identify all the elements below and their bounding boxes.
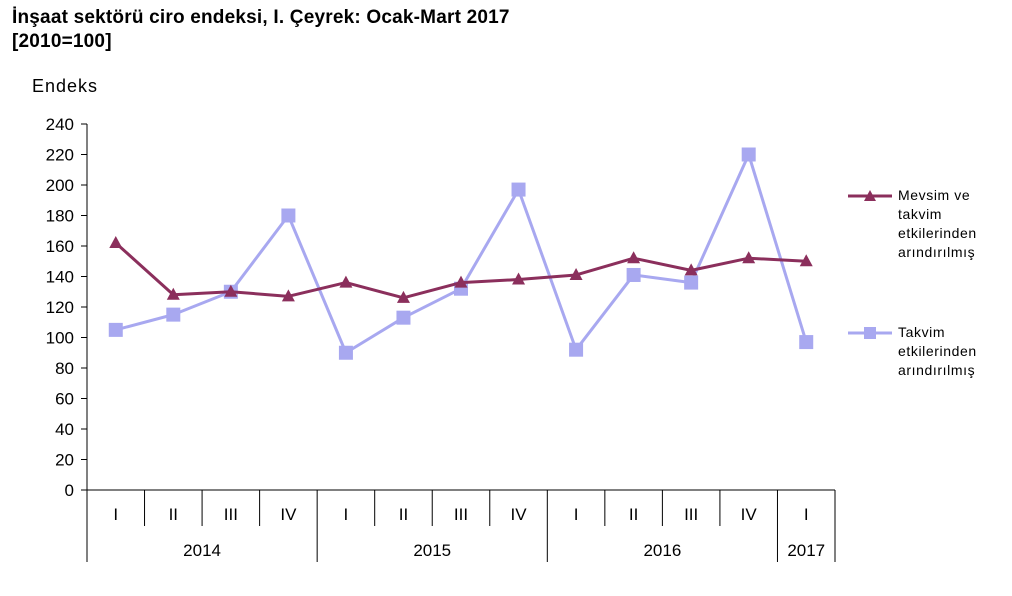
data-point-triangle [396, 290, 410, 303]
x-tick-label: IV [511, 505, 528, 524]
chart-title-line1: İnşaat sektörü ciro endeksi, I. Çeyrek: … [12, 7, 510, 28]
data-point-square [166, 307, 181, 322]
y-tick-label: 180 [46, 207, 74, 226]
data-point-square [338, 345, 353, 360]
x-tick-label: I [344, 505, 349, 524]
x-tick-label: II [399, 505, 408, 524]
data-point-square [569, 342, 584, 357]
year-label: 2015 [413, 541, 451, 560]
data-point-triangle [799, 254, 813, 267]
data-point-square [741, 147, 756, 162]
data-point-square [511, 182, 526, 197]
data-point-square [799, 335, 814, 350]
data-point-triangle [454, 275, 468, 288]
data-point-triangle [569, 267, 583, 280]
series-line [115, 153, 808, 355]
y-tick-label: 160 [46, 237, 74, 256]
data-point-square [396, 310, 411, 325]
y-tick-label: 60 [55, 390, 74, 409]
year-label: 2016 [643, 541, 681, 560]
x-tick-label: I [574, 505, 579, 524]
legend-label: arındırılmış [898, 244, 975, 260]
data-point-triangle [512, 272, 526, 285]
series-triangle [109, 235, 813, 303]
series-square [108, 147, 814, 360]
data-point-triangle [627, 251, 641, 264]
data-point-triangle [224, 284, 238, 297]
data-point-triangle [281, 289, 295, 302]
y-tick-label: 240 [46, 115, 74, 134]
y-tick-label: 220 [46, 146, 74, 165]
legend-label: Mevsim ve [898, 187, 970, 203]
data-point-square [108, 322, 123, 337]
year-label: 2017 [787, 541, 825, 560]
legend-item: Mevsim ve takvim etkilerinden arındırılmış [848, 187, 977, 260]
legend-label: etkilerinden [898, 343, 977, 359]
y-tick-label: 40 [55, 420, 74, 439]
x-tick-label: IV [741, 505, 758, 524]
data-point-square [281, 208, 296, 223]
legend-item: Takvim etkilerinden arındırılmış [848, 324, 977, 378]
data-point-triangle [109, 235, 123, 248]
data-point-triangle [742, 251, 756, 264]
year-label: 2014 [183, 541, 221, 560]
y-axis-label: Endeks [32, 76, 99, 96]
x-tick-label: III [684, 505, 698, 524]
y-tick-label: 20 [55, 451, 74, 470]
x-tick-label: I [804, 505, 809, 524]
chart-title: İnşaat sektörü ciro endeksi, I. Çeyrek: … [12, 6, 510, 54]
x-tick-label: I [113, 505, 118, 524]
legend-label: takvim [898, 206, 942, 222]
data-point-square [626, 267, 641, 282]
x-tick-label: IV [280, 505, 297, 524]
x-tick-label: III [454, 505, 468, 524]
x-tick-label: II [169, 505, 178, 524]
legend-label: Takvim [898, 324, 945, 340]
legend-label: etkilerinden [898, 225, 977, 241]
legend-marker-triangle [864, 190, 876, 201]
y-tick-label: 100 [46, 329, 74, 348]
y-tick-label: 80 [55, 359, 74, 378]
y-tick-label: 200 [46, 176, 74, 195]
data-point-triangle [339, 275, 353, 288]
legend-label: arındırılmış [898, 362, 975, 378]
data-point-triangle [684, 263, 698, 276]
x-tick-label: II [629, 505, 638, 524]
legend-marker-square [864, 327, 876, 339]
data-point-square [684, 275, 699, 290]
y-tick-label: 140 [46, 268, 74, 287]
data-point-triangle [166, 287, 180, 300]
chart-title-line2: [2010=100] [12, 31, 112, 52]
y-tick-label: 0 [65, 481, 74, 500]
x-tick-label: III [224, 505, 238, 524]
y-tick-label: 120 [46, 298, 74, 317]
